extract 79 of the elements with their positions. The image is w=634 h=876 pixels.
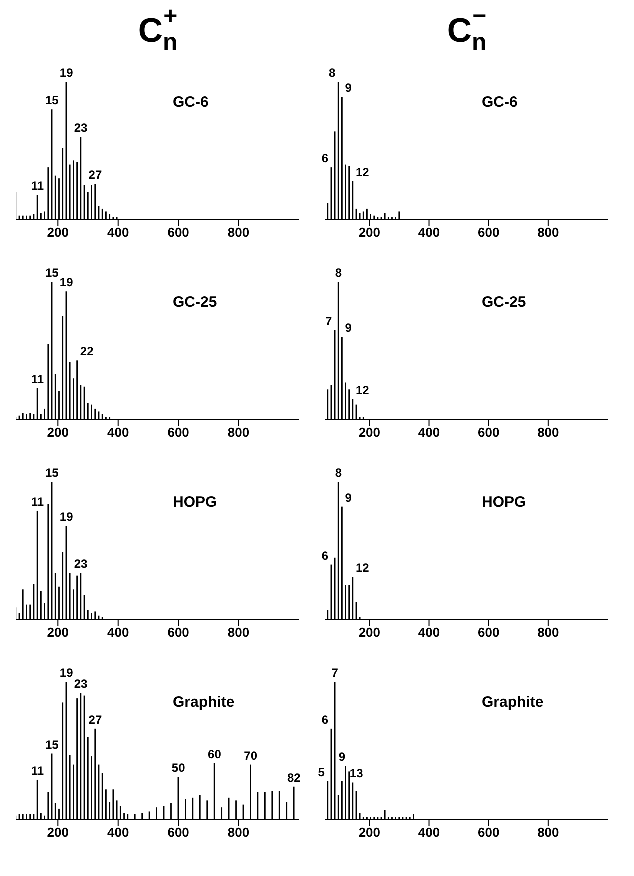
annotation: 12 xyxy=(356,383,370,398)
annotation: 8 xyxy=(335,466,342,480)
x-tick-label: 400 xyxy=(418,625,440,640)
annotation: 6 xyxy=(322,712,329,727)
annotation: 11 xyxy=(31,764,44,778)
annotation: 23 xyxy=(74,677,88,692)
annotation: 15 xyxy=(45,466,60,480)
annotation: 12 xyxy=(356,561,370,576)
text: HOPG xyxy=(482,494,526,511)
text: GC-25 xyxy=(173,294,218,311)
x-tick-label: 800 xyxy=(228,625,250,640)
annotation: 50 xyxy=(172,761,186,776)
x-tick-label: 600 xyxy=(478,825,500,840)
text: GC-6 xyxy=(482,94,518,111)
x-tick-label: 800 xyxy=(228,825,250,840)
annotation: 8 xyxy=(329,66,336,80)
x-tick-label: 200 xyxy=(47,825,69,840)
annotation: 19 xyxy=(60,510,74,524)
x-tick-label: 400 xyxy=(108,625,130,640)
annotation: 12 xyxy=(356,165,370,180)
x-tick-label: 800 xyxy=(228,225,250,240)
annotation: 23 xyxy=(74,121,88,136)
annotation: 15 xyxy=(45,266,60,280)
annotation: 27 xyxy=(88,168,102,182)
annotation: 19 xyxy=(60,666,74,680)
x-tick-label: 600 xyxy=(478,225,500,240)
annotation: 9 xyxy=(345,321,352,336)
x-tick-label: 400 xyxy=(108,825,130,840)
annotation: 82 xyxy=(288,770,302,785)
x-tick-label: 400 xyxy=(418,425,440,440)
x-tick-label: 600 xyxy=(478,625,500,640)
annotation: 7 xyxy=(332,666,339,680)
annotation: 11 xyxy=(31,494,44,509)
annotation: 7 xyxy=(325,314,332,328)
annotation: 70 xyxy=(244,748,258,763)
x-tick-label: 600 xyxy=(168,825,190,840)
x-tick-label: 800 xyxy=(538,225,560,240)
x-tick-label: 600 xyxy=(478,425,500,440)
annotation: 19 xyxy=(60,276,74,290)
annotation: 60 xyxy=(208,747,222,762)
text: GC-25 xyxy=(482,294,526,311)
annotation: 6 xyxy=(322,152,329,166)
x-tick-label: 200 xyxy=(358,425,381,440)
x-tick-label: 400 xyxy=(108,425,130,440)
x-tick-label: 400 xyxy=(418,225,440,240)
x-tick-label: 800 xyxy=(538,625,560,640)
x-tick-label: 600 xyxy=(168,425,190,440)
text: GC-6 xyxy=(173,94,209,111)
x-tick-label: 800 xyxy=(538,825,560,840)
annotation: 23 xyxy=(74,557,88,572)
x-tick-label: 200 xyxy=(47,625,69,640)
x-tick-label: 200 xyxy=(358,225,381,240)
text: Graphite xyxy=(173,694,235,711)
annotation: 6 xyxy=(322,548,329,563)
x-tick-label: 800 xyxy=(228,425,250,440)
annotation: 19 xyxy=(60,66,74,80)
annotation: 15 xyxy=(45,738,60,752)
x-tick-label: 400 xyxy=(108,225,130,240)
annotation: 13 xyxy=(350,766,364,781)
x-tick-label: 600 xyxy=(168,625,190,640)
x-tick-label: 800 xyxy=(538,425,560,440)
annotation: 9 xyxy=(338,750,346,764)
annotation: 11 xyxy=(31,179,44,194)
x-tick-label: 400 xyxy=(418,825,440,840)
x-tick-label: 200 xyxy=(47,225,69,240)
x-tick-label: 200 xyxy=(358,825,381,840)
x-tick-label: 600 xyxy=(168,225,190,240)
annotation: 8 xyxy=(335,266,342,280)
x-tick-label: 200 xyxy=(47,425,69,440)
annotation: 27 xyxy=(88,712,102,727)
annotation: 22 xyxy=(80,344,94,359)
x-tick-label: 200 xyxy=(358,625,381,640)
text: Graphite xyxy=(482,694,544,711)
annotation: 9 xyxy=(345,81,352,96)
annotation: 11 xyxy=(31,372,44,386)
annotation: 15 xyxy=(45,94,60,108)
annotation: 5 xyxy=(318,765,326,780)
text: HOPG xyxy=(173,494,218,511)
annotation: 9 xyxy=(345,490,352,505)
